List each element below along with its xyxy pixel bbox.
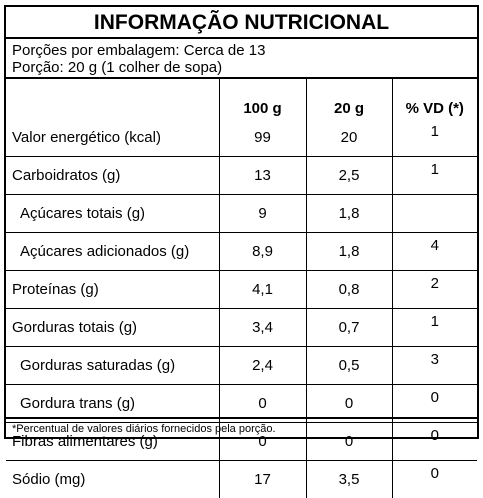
- nutrient-name: Valor energético (kcal): [6, 119, 219, 157]
- value-100g: 9: [219, 195, 306, 233]
- value-20g: 3,5: [306, 461, 392, 498]
- value-100g: 3,4: [219, 309, 306, 347]
- nutrient-name: Gorduras totais (g): [6, 309, 219, 347]
- nutrient-name: Carboidratos (g): [6, 157, 219, 195]
- header-vd: % VD (*): [392, 79, 477, 119]
- value-vd: [392, 195, 477, 233]
- nutrient-name: Proteínas (g): [6, 271, 219, 309]
- value-100g: 2,4: [219, 347, 306, 385]
- header-100g: 100 g: [219, 79, 306, 119]
- label-title: INFORMAÇÃO NUTRICIONAL: [6, 7, 477, 39]
- footnote: *Percentual de valores diários fornecido…: [6, 417, 477, 439]
- value-vd: 4: [392, 233, 477, 271]
- nutrient-name: Açúcares adicionados (g): [6, 233, 219, 271]
- value-vd: 1: [392, 157, 477, 195]
- nutrient-name: Gorduras saturadas (g): [6, 347, 219, 385]
- value-100g: 17: [219, 461, 306, 498]
- header-nutrient: [6, 79, 219, 119]
- value-vd: 0: [392, 461, 477, 498]
- header-20g: 20 g: [306, 79, 392, 119]
- value-vd: 1: [392, 119, 477, 157]
- value-100g: 8,9: [219, 233, 306, 271]
- value-20g: 1,8: [306, 195, 392, 233]
- value-20g: 2,5: [306, 157, 392, 195]
- table-header-row: 100 g 20 g % VD (*): [6, 79, 477, 119]
- value-20g: 0,8: [306, 271, 392, 309]
- value-100g: 99: [219, 119, 306, 157]
- nutrient-name: Sódio (mg): [6, 461, 219, 498]
- serving-info: Porções por embalagem: Cerca de 13 Porçã…: [6, 39, 477, 79]
- portion-size: Porção: 20 g (1 colher de sopa): [12, 59, 477, 76]
- value-vd: 3: [392, 347, 477, 385]
- servings-per-package: Porções por embalagem: Cerca de 13: [12, 42, 477, 59]
- value-20g: 0,7: [306, 309, 392, 347]
- value-100g: 13: [219, 157, 306, 195]
- value-20g: 1,8: [306, 233, 392, 271]
- nutrition-facts-label: INFORMAÇÃO NUTRICIONAL Porções por embal…: [4, 5, 479, 439]
- value-100g: 4,1: [219, 271, 306, 309]
- value-20g: 0,5: [306, 347, 392, 385]
- value-20g: 20: [306, 119, 392, 157]
- value-vd: 1: [392, 309, 477, 347]
- value-vd: 2: [392, 271, 477, 309]
- nutrient-name: Açúcares totais (g): [6, 195, 219, 233]
